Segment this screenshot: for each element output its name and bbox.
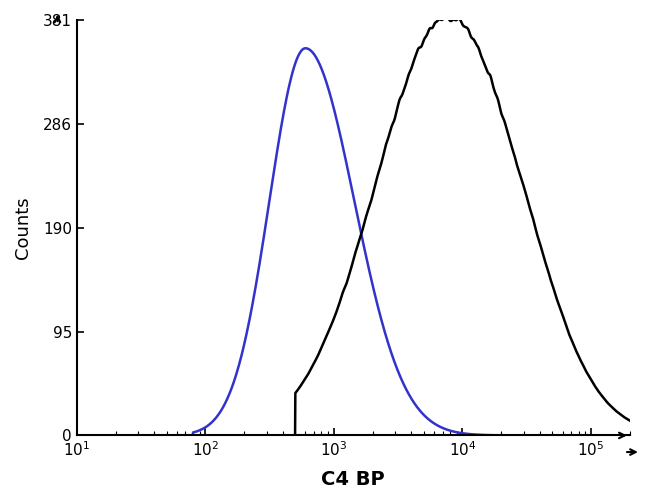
X-axis label: C4 BP: C4 BP <box>322 470 385 489</box>
Y-axis label: Counts: Counts <box>14 196 32 259</box>
